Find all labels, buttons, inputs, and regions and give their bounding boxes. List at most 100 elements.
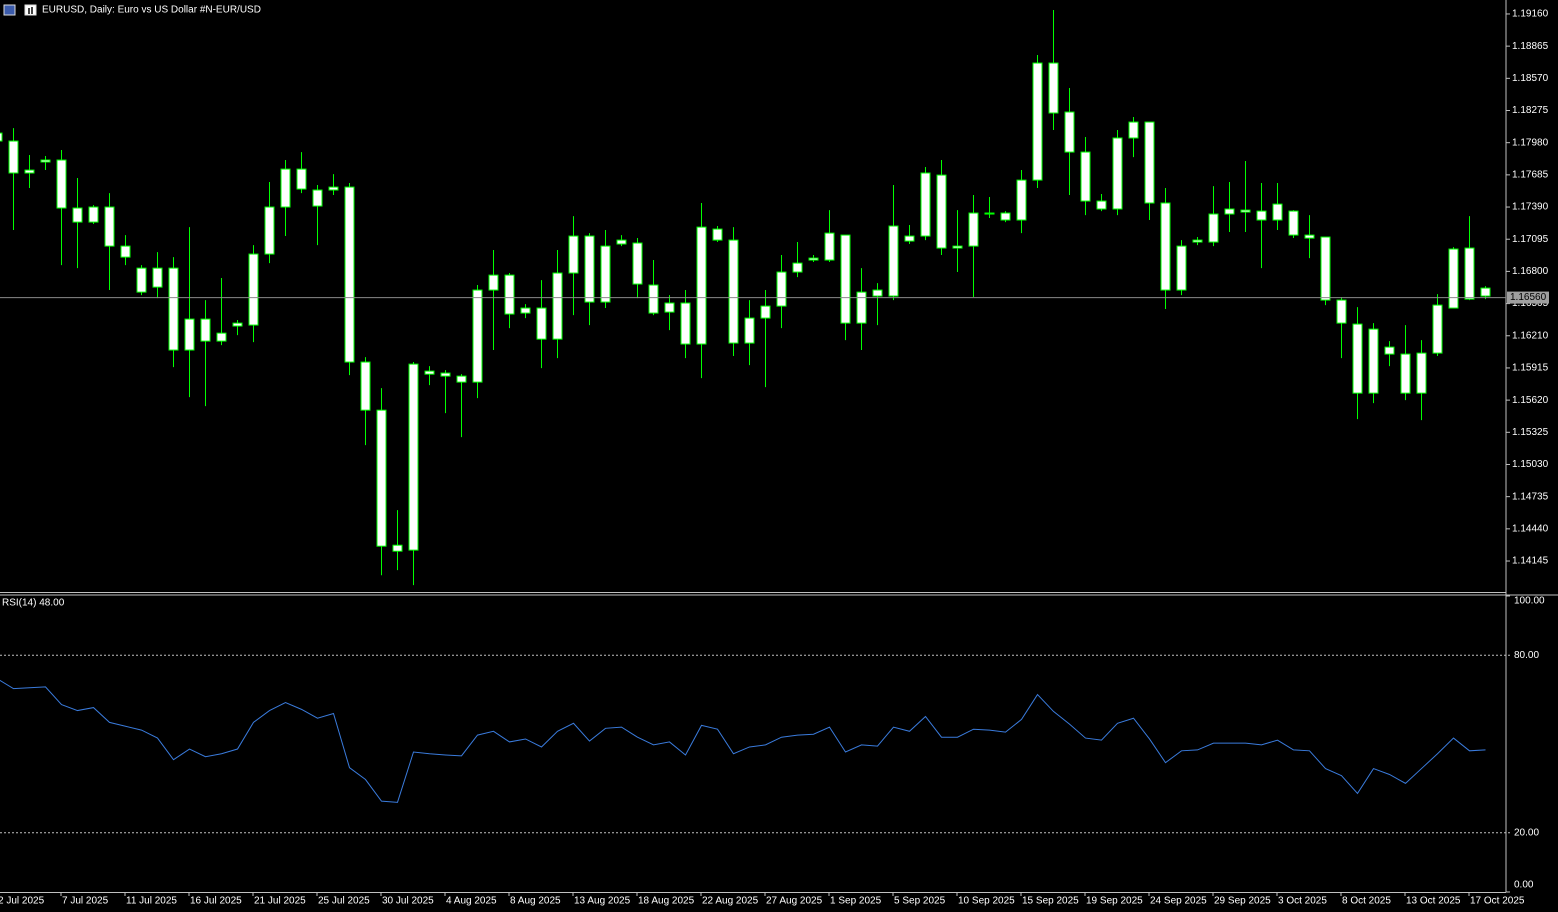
x-tick-label: 25 Jul 2025 xyxy=(318,896,370,907)
chart-icon-bar xyxy=(28,8,30,14)
candle-body xyxy=(680,302,691,345)
candle-body xyxy=(1304,234,1315,239)
x-tick-label: 10 Sep 2025 xyxy=(958,896,1015,907)
candle-body xyxy=(520,307,531,314)
symbol-icons xyxy=(3,4,37,16)
candle-body xyxy=(968,212,979,247)
candle-body xyxy=(152,267,163,288)
candle-body xyxy=(1176,245,1187,291)
candle-body xyxy=(1224,208,1235,215)
candle-body xyxy=(1288,210,1299,236)
candle-body xyxy=(1400,353,1411,394)
candle-body xyxy=(536,307,547,340)
candle-body xyxy=(600,245,611,303)
candle-body xyxy=(712,228,723,241)
candle-body xyxy=(376,409,387,547)
candle-body xyxy=(696,226,707,345)
candle-body xyxy=(488,274,499,291)
y-tick-label: 1.14735 xyxy=(1512,491,1549,502)
candles xyxy=(0,10,1491,586)
candle-body xyxy=(1416,352,1427,394)
candle-body xyxy=(232,322,243,327)
candle-body xyxy=(1352,323,1363,394)
candle-body xyxy=(920,172,931,237)
candle-body xyxy=(776,271,787,307)
candle-body xyxy=(40,159,51,163)
candle-body xyxy=(120,245,131,258)
candle-body xyxy=(984,212,995,215)
x-tick-label: 18 Aug 2025 xyxy=(638,896,695,907)
candle-body xyxy=(344,186,355,363)
x-tick-label: 1 Sep 2025 xyxy=(830,896,882,907)
candle-body xyxy=(456,375,467,383)
candle-body xyxy=(1048,62,1059,114)
candle-body xyxy=(584,235,595,303)
y-tick-label: 20.00 xyxy=(1514,827,1539,838)
y-tick-label: 1.16210 xyxy=(1512,330,1549,341)
x-tick-label: 13 Oct 2025 xyxy=(1406,896,1461,907)
candle-body xyxy=(648,284,659,314)
candle-body xyxy=(1160,202,1171,291)
candle-body xyxy=(168,267,179,351)
candle-body xyxy=(1000,212,1011,221)
x-tick-label: 22 Aug 2025 xyxy=(702,896,759,907)
candle-body xyxy=(1128,121,1139,139)
candle-body xyxy=(1064,111,1075,153)
x-tick-label: 2 Jul 2025 xyxy=(0,896,45,907)
candle-body xyxy=(56,159,67,209)
candle-body xyxy=(1464,247,1475,300)
candle-body xyxy=(1096,200,1107,210)
candle-body xyxy=(1208,213,1219,243)
candle-body xyxy=(408,363,419,551)
candle-body xyxy=(840,234,851,324)
y-tick-label: 0.00 xyxy=(1514,880,1534,891)
y-tick-label: 1.14440 xyxy=(1512,523,1549,534)
y-tick-label: 1.15325 xyxy=(1512,427,1549,438)
x-tick-label: 19 Sep 2025 xyxy=(1086,896,1143,907)
current-price-box xyxy=(1507,291,1549,304)
x-tick-label: 15 Sep 2025 xyxy=(1022,896,1079,907)
candle-body xyxy=(392,544,403,552)
x-tick-label: 27 Aug 2025 xyxy=(766,896,823,907)
x-tick-label: 30 Jul 2025 xyxy=(382,896,434,907)
candle-body xyxy=(440,372,451,377)
candle-body xyxy=(936,174,947,249)
candle-body xyxy=(104,206,115,247)
candle-body xyxy=(824,232,835,261)
x-tick-label: 5 Sep 2025 xyxy=(894,896,946,907)
candle-body xyxy=(264,206,275,255)
x-tick-label: 11 Jul 2025 xyxy=(126,896,177,907)
y-tick-label: 1.18570 xyxy=(1512,73,1549,84)
rsi-line xyxy=(0,679,1486,803)
flag-icon xyxy=(3,4,16,16)
x-tick-label: 7 Jul 2025 xyxy=(62,896,109,907)
candle-body xyxy=(552,272,563,340)
candle-body xyxy=(88,206,99,223)
candle-body xyxy=(1272,203,1283,221)
candle-body xyxy=(1032,62,1043,181)
y-tick-label: 1.15030 xyxy=(1512,459,1549,470)
y-tick-label: 1.16800 xyxy=(1512,266,1549,277)
y-tick-label: 1.15620 xyxy=(1512,395,1549,406)
candle-body xyxy=(856,291,867,324)
y-tick-label: 100.00 xyxy=(1514,596,1545,607)
candle-body xyxy=(0,132,3,142)
candle-body xyxy=(24,169,35,174)
candle-body xyxy=(728,239,739,344)
candle-body xyxy=(1080,151,1091,202)
candle-body xyxy=(632,242,643,285)
candle-body xyxy=(280,168,291,208)
candle-body xyxy=(296,168,307,190)
candle-body xyxy=(952,245,963,249)
candle-body xyxy=(1368,328,1379,394)
y-tick-label: 1.17095 xyxy=(1512,234,1549,245)
candle-body xyxy=(184,318,195,351)
candle-body xyxy=(1192,239,1203,243)
y-tick-label: 1.18865 xyxy=(1512,41,1549,52)
candle-body xyxy=(872,289,883,297)
candle-body xyxy=(1144,121,1155,204)
candle-body xyxy=(136,267,147,293)
candle-body xyxy=(248,253,259,326)
candle-body xyxy=(904,235,915,242)
